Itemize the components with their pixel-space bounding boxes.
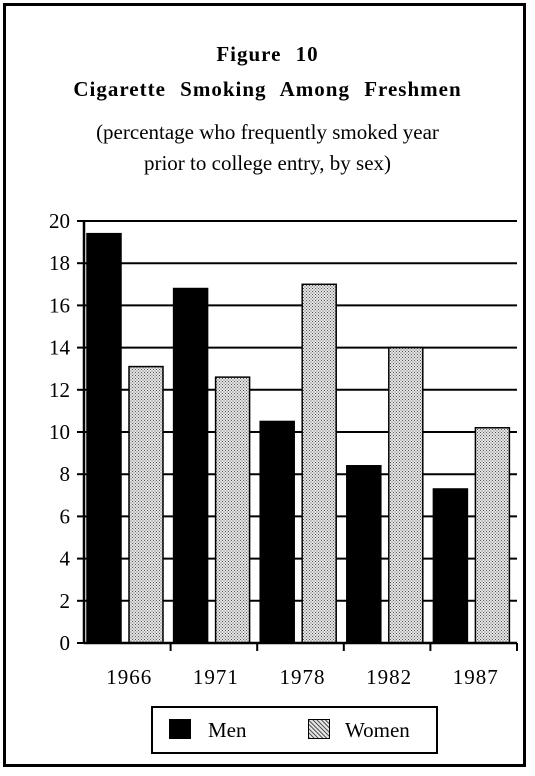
x-tick-label: 1966	[106, 665, 152, 689]
y-tick-label: 12	[49, 378, 70, 402]
chart-subtitle: Cigarette Smoking Among Freshmen	[73, 77, 462, 101]
y-tick-label: 2	[60, 589, 71, 613]
x-tick-label: 1987	[453, 665, 499, 689]
legend-label-men: Men	[208, 718, 247, 742]
legend: Men Women	[151, 706, 438, 754]
legend-swatch-men	[169, 719, 191, 739]
y-tick-label: 16	[49, 293, 70, 317]
y-tick-label: 4	[60, 547, 71, 571]
y-tick-label: 10	[49, 420, 70, 444]
bar-women-1987	[474, 427, 511, 644]
legend-label-women: Women	[345, 718, 410, 742]
bar-men-1987	[432, 488, 469, 644]
bar-men-1978	[259, 420, 295, 644]
bar-women-1978	[301, 283, 337, 644]
bar-men-1966	[86, 232, 122, 644]
y-tick-label: 6	[60, 504, 71, 528]
y-tick-label: 8	[60, 462, 71, 486]
x-tick-label: 1971	[193, 665, 239, 689]
bar-women-1966	[128, 365, 164, 644]
legend-swatch-women	[308, 719, 330, 739]
y-tick-label: 20	[49, 209, 70, 233]
x-tick-label: 1978	[280, 665, 326, 689]
bar-women-1982	[388, 346, 424, 644]
chart-title: Figure 10	[216, 42, 319, 66]
y-tick-label: 14	[49, 336, 71, 360]
chart-note-line1: (percentage who frequently smoked year	[96, 120, 439, 144]
x-tick-label: 1982	[366, 665, 412, 689]
bar-men-1971	[172, 287, 209, 644]
bar-women-1971	[214, 376, 251, 644]
chart-note-line2: prior to college entry, by sex)	[143, 151, 392, 175]
bar-men-1982	[346, 465, 382, 644]
y-tick-label: 18	[49, 251, 70, 275]
y-tick-label: 0	[60, 631, 71, 655]
